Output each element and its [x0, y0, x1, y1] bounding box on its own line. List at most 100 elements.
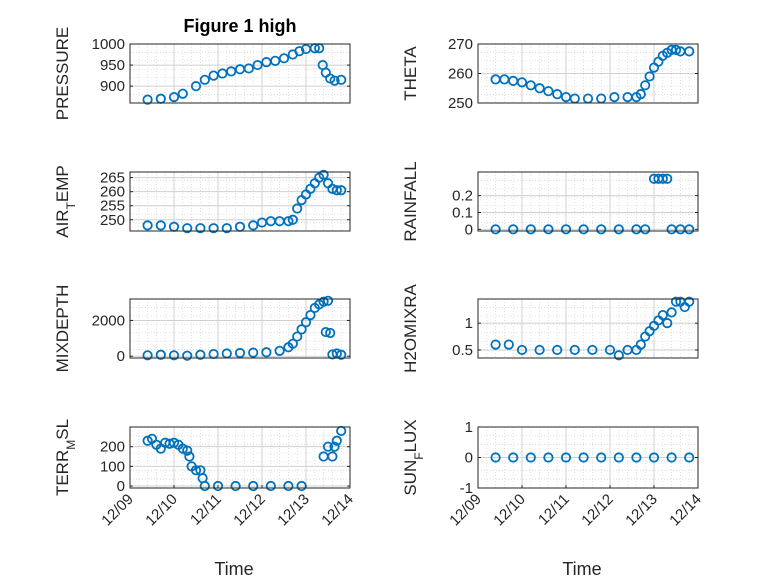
- grid-lines: [478, 172, 698, 231]
- y-tick-label: 265: [100, 170, 125, 187]
- data-point: [142, 94, 153, 105]
- y-axis-label: AIRTEMP: [53, 165, 78, 238]
- data-point: [248, 480, 259, 492]
- data-point: [578, 452, 589, 463]
- data-point: [184, 451, 195, 462]
- data-point: [662, 173, 673, 184]
- data-point: [684, 296, 695, 307]
- data-point: [199, 480, 210, 492]
- data-point: [283, 480, 294, 492]
- data-point: [516, 77, 528, 88]
- series-markers: [490, 173, 695, 235]
- data-point: [596, 452, 607, 463]
- data-point: [534, 344, 545, 356]
- axes-background: [130, 427, 350, 488]
- data-point: [243, 63, 254, 74]
- grid-lines: [130, 172, 350, 231]
- data-point: [322, 441, 334, 452]
- axes-background: [130, 172, 350, 231]
- data-point: [278, 53, 290, 64]
- data-point: [329, 441, 340, 452]
- data-point: [684, 46, 695, 57]
- data-point: [182, 223, 193, 234]
- data-point: [534, 83, 545, 94]
- data-point: [142, 220, 153, 231]
- y-tick-label: 0: [117, 348, 125, 365]
- axes-frame: [129, 298, 351, 359]
- data-point: [177, 88, 188, 99]
- data-point: [336, 185, 347, 196]
- y-tick-label: 900: [100, 78, 125, 95]
- chart-title: Figure 1 high: [183, 16, 296, 36]
- series-markers: [142, 43, 347, 105]
- grid-lines: [130, 299, 350, 358]
- data-point: [648, 452, 660, 463]
- data-point: [294, 46, 305, 57]
- data-point: [182, 350, 193, 361]
- data-point: [320, 326, 331, 338]
- data-point: [248, 347, 259, 358]
- y-tick-label: 0: [465, 450, 473, 467]
- data-point: [552, 344, 563, 356]
- y-tick-label: 255: [100, 198, 125, 215]
- y-tick-label: 1000: [92, 36, 125, 53]
- data-point: [490, 339, 501, 350]
- data-point: [300, 317, 312, 328]
- axes-frame: [129, 171, 351, 232]
- data-point: [195, 223, 206, 234]
- data-point: [525, 80, 536, 91]
- data-point: [666, 307, 677, 318]
- data-point: [684, 224, 695, 235]
- data-point: [569, 344, 580, 356]
- data-point: [578, 224, 589, 235]
- data-point: [318, 296, 329, 307]
- data-point: [270, 55, 281, 66]
- y-tick-label: 2000: [92, 312, 125, 329]
- subplot-2: 250 260 270 THETA: [401, 36, 699, 112]
- data-point: [644, 71, 655, 82]
- data-point: [543, 224, 554, 235]
- data-point: [657, 173, 668, 184]
- y-tick-label: 950: [100, 57, 125, 74]
- y-axis-label: H2OMIXRA: [401, 283, 420, 372]
- data-point: [182, 445, 193, 456]
- data-point: [142, 350, 153, 361]
- axes-background: [478, 172, 698, 231]
- data-point: [490, 224, 501, 235]
- data-point: [230, 480, 241, 492]
- series-markers: [142, 169, 347, 234]
- data-point: [234, 347, 246, 359]
- y-tick-label: 200: [100, 439, 125, 456]
- data-point: [208, 223, 219, 234]
- data-point: [560, 224, 572, 235]
- data-point: [543, 86, 554, 97]
- data-point: [609, 92, 620, 103]
- y-axis-label: RAINFALL: [401, 161, 420, 241]
- y-axis-label: TERRMSL: [53, 419, 78, 496]
- subplot-1: 900 950 1000 PRESSURE Figure 1 high: [53, 16, 351, 120]
- y-tick-label: 0.1: [452, 204, 473, 221]
- axes-frame: [129, 43, 351, 104]
- data-point: [190, 465, 202, 476]
- y-tick-label: 100: [100, 458, 125, 475]
- data-point: [635, 339, 646, 350]
- data-point: [292, 203, 303, 214]
- data-point: [508, 452, 519, 463]
- data-point: [190, 81, 202, 92]
- data-point: [331, 435, 342, 446]
- data-point: [635, 89, 646, 100]
- data-point: [503, 339, 514, 350]
- data-point: [336, 349, 347, 360]
- x-axis-label: Time: [214, 559, 253, 579]
- data-point: [168, 92, 180, 103]
- y-tick-label: 260: [448, 66, 473, 83]
- data-point: [640, 224, 651, 235]
- y-tick-label: 250: [100, 212, 125, 229]
- y-tick-label: 260: [100, 184, 125, 201]
- data-point: [525, 224, 536, 235]
- y-axis-label: MIXDEPTH: [53, 285, 72, 373]
- data-point: [287, 338, 298, 349]
- data-point: [336, 74, 347, 85]
